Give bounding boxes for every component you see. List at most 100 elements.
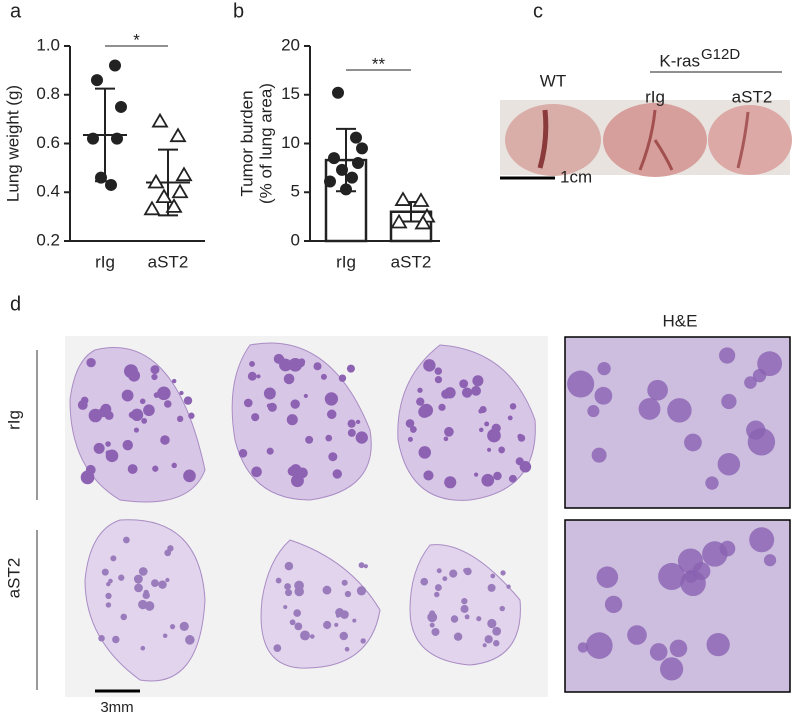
lesion bbox=[427, 612, 438, 623]
lesion bbox=[324, 392, 339, 406]
lesion bbox=[141, 418, 148, 424]
data-point bbox=[105, 178, 117, 191]
lesion bbox=[486, 447, 492, 452]
data-point bbox=[328, 152, 340, 165]
lesion bbox=[344, 646, 350, 652]
lesion bbox=[128, 411, 136, 419]
row-label: aST2 bbox=[4, 558, 23, 599]
scale-label: 1cm bbox=[560, 167, 592, 186]
y-tick-label: 20 bbox=[281, 35, 300, 54]
lesion bbox=[158, 580, 167, 589]
lesion bbox=[288, 357, 303, 372]
lesion bbox=[283, 604, 288, 610]
lesion bbox=[487, 618, 497, 629]
lesion bbox=[179, 390, 184, 396]
lesion bbox=[464, 614, 470, 620]
lesion bbox=[122, 439, 133, 451]
data-point bbox=[394, 191, 412, 206]
lesion bbox=[323, 620, 332, 630]
lesion bbox=[101, 568, 109, 576]
lesion bbox=[138, 599, 148, 610]
data-point bbox=[336, 163, 348, 176]
lesion bbox=[407, 436, 413, 442]
lesion bbox=[577, 642, 589, 653]
lesion bbox=[176, 415, 184, 423]
lesion bbox=[717, 453, 741, 476]
lesion bbox=[183, 396, 193, 405]
lesion bbox=[409, 426, 417, 433]
data-point bbox=[109, 59, 121, 72]
lesion bbox=[442, 576, 448, 582]
lesion bbox=[162, 633, 168, 638]
lesion bbox=[567, 370, 595, 398]
y-tick-label: 0 bbox=[291, 230, 300, 249]
lesion bbox=[487, 583, 496, 592]
data-point bbox=[414, 214, 432, 230]
lesion bbox=[339, 631, 349, 641]
lesion bbox=[243, 398, 253, 408]
lesion bbox=[313, 362, 322, 371]
lesion bbox=[706, 632, 730, 657]
lesion bbox=[747, 428, 776, 456]
lesion bbox=[108, 578, 113, 584]
lesion bbox=[647, 379, 668, 401]
data-point bbox=[352, 157, 364, 169]
lesion bbox=[438, 403, 446, 411]
lesion bbox=[151, 579, 159, 588]
panel-label: b bbox=[233, 0, 244, 22]
data-point bbox=[390, 213, 408, 229]
lesion bbox=[105, 441, 111, 447]
lesion bbox=[275, 577, 282, 584]
lesion bbox=[460, 604, 469, 613]
lesion bbox=[749, 527, 775, 553]
lesion bbox=[461, 387, 473, 398]
lesion bbox=[263, 387, 276, 400]
data-point bbox=[165, 198, 183, 213]
lesion bbox=[355, 431, 368, 444]
y-tick-label: 0.4 bbox=[36, 182, 60, 201]
lesion bbox=[476, 616, 482, 622]
lesion bbox=[309, 634, 315, 639]
lesion bbox=[305, 435, 314, 444]
lesion bbox=[719, 347, 736, 364]
lesion bbox=[721, 393, 737, 410]
photo-label: WT bbox=[540, 71, 566, 90]
lesion bbox=[492, 626, 502, 636]
lesion bbox=[127, 464, 138, 474]
lesion bbox=[509, 403, 517, 410]
lesion bbox=[183, 469, 196, 483]
lesion bbox=[356, 586, 367, 596]
photo bbox=[500, 100, 792, 180]
lesion bbox=[419, 403, 434, 417]
lesion bbox=[110, 555, 117, 562]
lesion bbox=[431, 627, 440, 636]
lesion bbox=[416, 397, 425, 406]
lesion bbox=[660, 657, 684, 681]
lesion bbox=[482, 643, 487, 648]
lesion bbox=[471, 385, 481, 396]
lesion bbox=[266, 447, 274, 455]
lesion bbox=[105, 449, 119, 463]
lesion bbox=[105, 602, 112, 608]
lesion bbox=[519, 461, 532, 473]
lesion bbox=[638, 398, 661, 420]
lesion bbox=[669, 639, 688, 658]
lesion bbox=[171, 462, 177, 469]
y-tick-label: 15 bbox=[281, 84, 300, 103]
lesion bbox=[705, 476, 719, 490]
data-point bbox=[350, 131, 362, 144]
lung bbox=[260, 539, 381, 669]
lesion bbox=[360, 638, 366, 644]
lesion bbox=[284, 583, 292, 590]
lesion bbox=[508, 474, 517, 483]
lesion bbox=[160, 435, 170, 445]
y-tick-label: 5 bbox=[291, 182, 300, 201]
lesion bbox=[150, 365, 160, 375]
lesion bbox=[596, 566, 619, 588]
lesion bbox=[658, 562, 686, 591]
lesion bbox=[338, 374, 347, 382]
lesion bbox=[98, 634, 105, 642]
lesion bbox=[420, 577, 429, 586]
lesion bbox=[185, 635, 195, 645]
